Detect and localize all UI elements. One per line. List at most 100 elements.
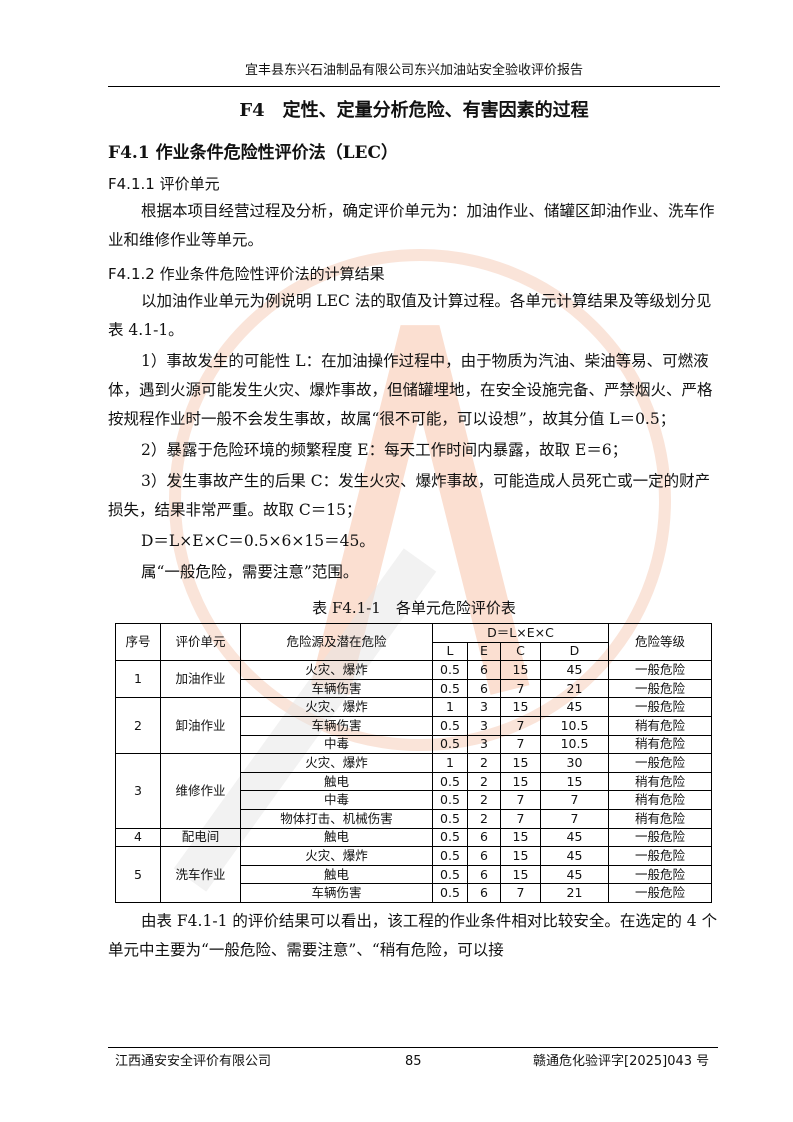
cell-l: 0.5 xyxy=(432,827,468,848)
cell-c: 7 xyxy=(500,678,541,699)
cell-d: 45 xyxy=(540,864,609,885)
cell-e: 6 xyxy=(467,827,501,848)
cell-level: 稍有危险 xyxy=(608,790,712,810)
cell-hazard: 车辆伤害 xyxy=(240,715,433,736)
header-formula: D＝L×E×C xyxy=(432,623,609,643)
cell-d: 21 xyxy=(540,678,609,699)
cell-d: 15 xyxy=(540,771,609,792)
cell-l: 1 xyxy=(432,697,468,717)
cell-hazard: 车辆伤害 xyxy=(240,678,433,699)
cell-d: 45 xyxy=(540,846,609,866)
cell-c: 7 xyxy=(500,734,541,755)
subsection-heading: F4.1.2 作业条件危险性评价法的计算结果 xyxy=(108,265,385,283)
cell-l: 0.5 xyxy=(432,678,468,699)
cell-d: 45 xyxy=(540,660,609,680)
table-row: 3 维修作业 火灾、爆炸 1 2 15 30 一般危险 xyxy=(115,753,712,829)
cell-level: 一般危险 xyxy=(608,883,712,903)
cell-e: 6 xyxy=(467,678,501,699)
cell-d: 10.5 xyxy=(540,734,609,755)
cell-e: 3 xyxy=(467,715,501,736)
cell-l: 0.5 xyxy=(432,808,468,829)
cell-e: 2 xyxy=(467,771,501,792)
cell-no: 4 xyxy=(115,827,161,848)
table-row: 5 洗车作业 火灾、爆炸 0.5 6 15 45 一般危险 xyxy=(115,846,712,903)
cell-hazard: 触电 xyxy=(240,864,433,885)
cell-l: 0.5 xyxy=(432,734,468,755)
cell-level: 一般危险 xyxy=(608,864,712,885)
cell-unit: 卸油作业 xyxy=(160,697,241,755)
cell-level: 一般危险 xyxy=(608,660,712,680)
cell-d: 30 xyxy=(540,753,609,773)
paragraph: 以加油作业单元为例说明 LEC 法的取值及计算过程。各单元计算结果及等级划分见表… xyxy=(108,292,712,339)
chapter-title: F4 定性、定量分析危险、有害因素的过程 xyxy=(239,100,589,121)
cell-unit: 加油作业 xyxy=(160,660,241,699)
header-unit: 评价单元 xyxy=(160,622,241,662)
cell-c: 7 xyxy=(500,808,541,829)
footer-company: 江西通安安全评价有限公司 xyxy=(115,1054,272,1069)
header-no: 序号 xyxy=(115,622,161,662)
cell-level: 一般危险 xyxy=(608,827,712,848)
cell-hazard: 火灾、爆炸 xyxy=(240,846,433,866)
cell-c: 15 xyxy=(500,846,541,866)
cell-d: 7 xyxy=(540,808,609,829)
table-caption: 表 F4.1-1 各单元危险评价表 xyxy=(312,599,516,617)
cell-unit: 配电间 xyxy=(160,827,241,848)
paragraph: 根据本项目经营过程及分析，确定评价单元为：加油作业、储罐区卸油作业、洗车作业和维… xyxy=(108,202,715,249)
table-row: 4 配电间 触电 0.5 6 15 45 一般危险 xyxy=(115,827,712,848)
cell-e: 3 xyxy=(467,734,501,755)
page-content: 宜丰县东兴石油制品有限公司东兴加油站安全验收评价报告 F4 定性、定量分析危险、… xyxy=(108,63,720,959)
cell-level: 稍有危险 xyxy=(608,734,712,755)
cell-c: 15 xyxy=(500,660,541,680)
cell-d: 45 xyxy=(540,827,609,848)
cell-level: 稍有危险 xyxy=(608,715,712,736)
cell-level: 一般危险 xyxy=(608,678,712,699)
page-footer: 江西通安安全评价有限公司 85 赣通危化验评字[2025]043 号 xyxy=(108,1047,718,1069)
cell-hazard: 火灾、爆炸 xyxy=(240,697,433,717)
header-level: 危险等级 xyxy=(608,622,712,662)
cell-hazard: 火灾、爆炸 xyxy=(240,753,433,773)
cell-l: 0.5 xyxy=(432,846,468,866)
cell-hazard: 中毒 xyxy=(240,790,433,810)
table-row: 2 卸油作业 火灾、爆炸 1 3 15 45 一般危险 xyxy=(115,697,712,755)
cell-level: 稍有危险 xyxy=(608,771,712,792)
formula: D＝L×E×C＝0.5×6×15＝45。 xyxy=(141,532,375,550)
subsection-heading: F4.1.1 评价单元 xyxy=(108,175,220,193)
cell-no: 3 xyxy=(115,753,161,829)
page-number: 85 xyxy=(405,1054,422,1069)
cell-e: 2 xyxy=(467,753,501,773)
cell-hazard: 物体打击、机械伤害 xyxy=(240,808,433,829)
cell-c: 15 xyxy=(500,771,541,792)
cell-hazard: 中毒 xyxy=(240,734,433,755)
paragraph: 属“一般危险，需要注意”范围。 xyxy=(141,563,359,581)
cell-l: 0.5 xyxy=(432,660,468,680)
footer-report-number: 赣通危化验评字[2025]043 号 xyxy=(533,1054,710,1069)
cell-l: 0.5 xyxy=(432,771,468,792)
header-e: E xyxy=(467,641,501,662)
table-row: 车辆伤害 0.5 6 7 21 一般危险 xyxy=(116,883,712,903)
cell-d: 10.5 xyxy=(540,715,609,736)
cell-e: 6 xyxy=(467,660,501,680)
cell-hazard: 触电 xyxy=(240,771,433,792)
cell-hazard: 触电 xyxy=(240,827,433,848)
cell-e: 6 xyxy=(467,883,501,903)
cell-l: 0.5 xyxy=(432,883,468,903)
cell-c: 7 xyxy=(500,715,541,736)
cell-level: 一般危险 xyxy=(608,753,712,773)
cell-l: 0.5 xyxy=(432,790,468,810)
header-hazard: 危险源及潜在危险 xyxy=(240,622,433,662)
cell-e: 2 xyxy=(467,790,501,810)
cell-c: 7 xyxy=(500,790,541,810)
cell-l: 0.5 xyxy=(432,715,468,736)
cell-c: 15 xyxy=(500,697,541,717)
paragraph: 1）事故发生的可能性 L：在加油操作过程中，由于物质为汽油、柴油等易、可燃液体，… xyxy=(108,352,713,428)
paragraph: 由表 F4.1-1 的评价结果可以看出，该工程的作业条件相对比较安全。在选定的 … xyxy=(108,911,718,959)
cell-e: 6 xyxy=(467,846,501,866)
cell-no: 5 xyxy=(115,846,161,903)
header-l: L xyxy=(432,641,468,662)
cell-e: 6 xyxy=(467,864,501,885)
cell-l: 1 xyxy=(432,753,468,773)
paragraph: 3）发生事故产生的后果 C：发生火灾、爆炸事故，可能造成人员死亡或一定的财产损失… xyxy=(108,472,711,519)
header-c: C xyxy=(500,641,541,662)
